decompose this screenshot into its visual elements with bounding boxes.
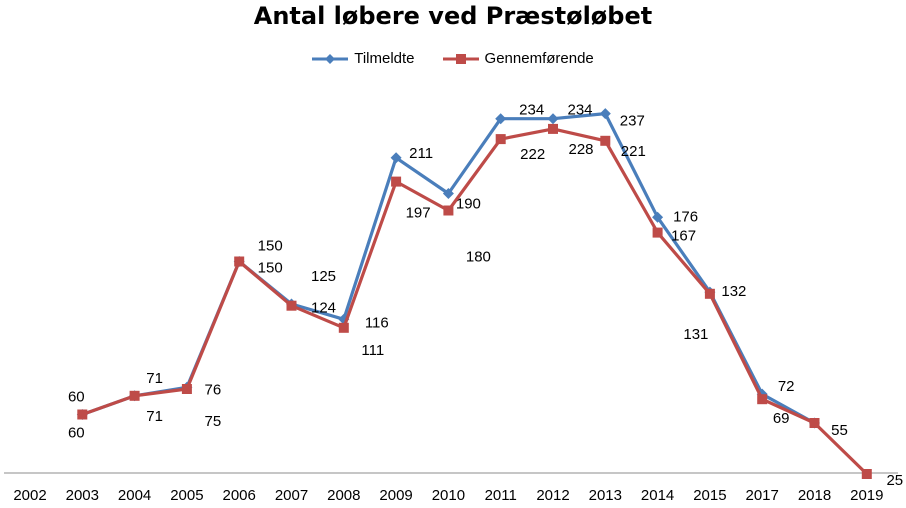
data-label-gennemforende: 131 [683, 326, 708, 343]
data-point-gennemforende [77, 409, 88, 420]
series-line-1 [81, 127, 868, 476]
data-label-tilmeldte: 72 [778, 378, 795, 395]
data-label-gennemforende: 222 [520, 146, 545, 163]
data-label-gennemforende: 221 [621, 143, 646, 160]
data-point-tilmeldte [390, 152, 402, 164]
x-tick-label: 2015 [693, 487, 726, 504]
data-label-gennemforende: 180 [466, 249, 491, 266]
legend-item-tilmeldte: Tilmeldte [312, 50, 415, 67]
x-tick-label: 2005 [170, 487, 203, 504]
data-label-tilmeldte: 76 [205, 381, 222, 398]
x-tick-label: 2008 [327, 487, 360, 504]
legend-swatch-gennemforende [442, 51, 479, 67]
data-label-tilmeldte: 211 [409, 145, 433, 162]
data-point-gennemforende [129, 390, 140, 401]
data-point-gennemforende [600, 135, 611, 146]
data-label-gennemforende: 71 [146, 408, 163, 425]
data-label-tilmeldte: 237 [620, 113, 645, 130]
data-point-gennemforende [286, 300, 297, 311]
data-point-gennemforende [391, 176, 402, 187]
x-tick-label: 2002 [13, 487, 46, 504]
x-tick-label: 2010 [432, 487, 465, 504]
data-label-tilmeldte: 55 [831, 422, 848, 439]
data-point-gennemforende [181, 384, 192, 394]
data-label-gennemforende: 167 [671, 228, 696, 245]
x-tick-label: 2012 [536, 487, 569, 504]
data-label-tilmeldte: 125 [311, 268, 336, 285]
x-tick-label: 2004 [118, 487, 151, 504]
x-tick-label: 2003 [66, 487, 99, 504]
data-point-tilmeldte [547, 113, 559, 125]
x-tick-label: 2018 [798, 487, 831, 504]
data-label-gennemforende: 197 [406, 205, 431, 222]
data-label-gennemforende: 75 [205, 413, 222, 430]
data-label-tilmeldte: 71 [146, 370, 163, 387]
x-tick-label: 2007 [275, 487, 308, 504]
data-point-tilmeldte [495, 113, 507, 125]
data-label-gennemforende: 60 [68, 425, 85, 442]
data-point-gennemforende [861, 469, 872, 479]
data-label-gennemforende: 150 [258, 260, 283, 277]
chart-title: Antal løbere ved Præstøløbet [253, 2, 653, 30]
data-label-gennemforende: 25 [886, 472, 903, 489]
data-label-tilmeldte: 132 [721, 283, 746, 300]
data-point-gennemforende [234, 256, 245, 267]
data-label-gennemforende: 111 [361, 342, 384, 359]
legend: Tilmeldte Gennemførende [0, 50, 906, 67]
data-label-gennemforende: 228 [568, 141, 593, 158]
data-point-tilmeldte [599, 108, 611, 120]
data-point-gennemforende [809, 418, 820, 428]
data-label-tilmeldte: 234 [567, 102, 592, 119]
data-point-gennemforende [757, 394, 768, 405]
x-tick-label: 2011 [485, 487, 517, 504]
data-label-tilmeldte: 190 [456, 196, 481, 213]
legend-label-tilmeldte: Tilmeldte [354, 50, 415, 67]
x-tick-label: 2009 [379, 487, 412, 504]
data-label-tilmeldte: 150 [258, 238, 283, 255]
legend-label-gennemforende: Gennemførende [484, 50, 594, 67]
data-point-gennemforende [704, 288, 715, 299]
data-label-gennemforende: 124 [311, 300, 336, 317]
data-label-tilmeldte: 234 [519, 102, 544, 119]
x-tick-label: 2014 [641, 487, 674, 504]
x-tick-label: 2006 [223, 487, 256, 504]
data-label-tilmeldte: 176 [673, 208, 698, 225]
data-point-gennemforende [548, 123, 558, 134]
data-label-tilmeldte: 116 [365, 314, 389, 331]
data-point-tilmeldte [442, 188, 454, 199]
data-label-tilmeldte: 60 [68, 389, 85, 406]
legend-swatch-tilmeldte [312, 51, 349, 67]
data-point-gennemforende [338, 322, 349, 333]
data-point-gennemforende [652, 227, 663, 238]
x-tick-label: 2019 [850, 487, 883, 504]
data-point-gennemforende [495, 134, 506, 145]
data-point-tilmeldte [652, 211, 664, 223]
x-tick-label: 2017 [746, 487, 779, 504]
data-point-gennemforende [443, 205, 454, 216]
legend-item-gennemforende: Gennemførende [442, 50, 594, 67]
x-tick-label: 2013 [589, 487, 622, 504]
data-label-gennemforende: 69 [773, 410, 790, 427]
